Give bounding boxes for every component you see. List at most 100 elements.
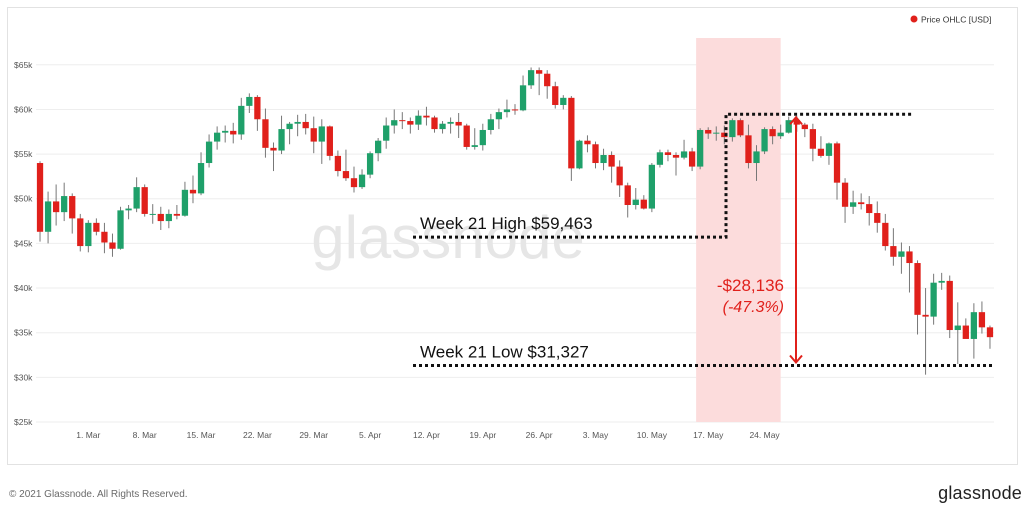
- candle-body: [302, 121, 309, 129]
- candle-body: [970, 312, 978, 339]
- legend[interactable]: Price OHLC [USD]: [910, 15, 992, 25]
- candle-body: [77, 218, 84, 247]
- candle-body: [753, 151, 760, 164]
- y-tick-label: $25k: [14, 417, 33, 427]
- candle-body: [383, 125, 390, 141]
- x-tick-label: 24. May: [749, 430, 780, 440]
- candle-body: [938, 280, 945, 283]
- candle-body: [487, 119, 494, 130]
- legend-label: Price OHLC [USD]: [921, 15, 991, 25]
- change-value-label: -$28,136: [717, 276, 784, 295]
- candle-body: [342, 171, 350, 179]
- candle-body: [713, 132, 720, 134]
- candle-body: [246, 96, 253, 106]
- copyright-text: © 2021 Glassnode. All Rights Reserved.: [9, 489, 188, 500]
- x-tick-label: 19. Apr: [469, 430, 496, 440]
- candle-body: [326, 126, 333, 156]
- x-tick-label: 3. May: [583, 430, 609, 440]
- candle-body: [117, 210, 124, 249]
- candle-body: [375, 140, 382, 154]
- candle-body: [777, 132, 784, 137]
- change-percent-label: (-47.3%): [723, 299, 784, 316]
- candle-body: [93, 222, 100, 232]
- candle-body: [157, 213, 164, 222]
- candle-body: [648, 164, 655, 209]
- candle-body: [447, 121, 454, 124]
- candle-body: [61, 196, 68, 213]
- candle-body: [230, 130, 237, 135]
- candle-body: [809, 129, 817, 149]
- candle-body: [133, 187, 140, 209]
- candle-body: [817, 148, 825, 156]
- candle-body: [946, 280, 953, 331]
- candle-body: [197, 163, 205, 194]
- y-tick-label: $40k: [14, 283, 33, 293]
- candle-body: [640, 199, 647, 209]
- candle-body: [407, 121, 414, 125]
- candle-body: [222, 130, 229, 133]
- candle-body: [576, 140, 583, 169]
- x-tick-label: 12. Apr: [413, 430, 440, 440]
- candle-body: [318, 126, 325, 142]
- candle-body: [632, 199, 639, 205]
- candle-body: [286, 123, 293, 130]
- candle-body: [978, 312, 986, 328]
- candle-body: [165, 213, 172, 222]
- x-tick-label: 8. Mar: [133, 430, 157, 440]
- candle-body: [431, 117, 438, 130]
- candle-body: [882, 222, 889, 247]
- candle-body: [69, 196, 76, 219]
- y-tick-label: $55k: [14, 149, 33, 159]
- candle-body: [495, 112, 503, 120]
- week-21-high-label: Week 21 High $59,463: [420, 214, 593, 233]
- x-tick-label: 15. Mar: [187, 430, 216, 440]
- candle-body: [181, 189, 189, 216]
- arrow-head-top: [789, 115, 803, 125]
- candle-body: [423, 115, 430, 118]
- candle-body: [455, 121, 462, 126]
- candle-body: [471, 145, 478, 147]
- candle-body: [866, 204, 873, 214]
- candle-body: [858, 202, 865, 205]
- candle-body: [479, 129, 486, 146]
- candle-body: [391, 120, 398, 126]
- candle-body: [688, 151, 696, 167]
- candle-body: [729, 120, 736, 138]
- candlesticks: [36, 67, 994, 375]
- y-tick-label: $30k: [14, 372, 33, 382]
- candle-body: [334, 155, 342, 172]
- chart-frame: glassnode $25k $30k $35k $40k $45k $50k $55k $6…: [7, 7, 1018, 465]
- price-chart: glassnode $25k$30k$35k$40k$45k$50k$55k$6…: [14, 15, 994, 440]
- y-tick-label: $35k: [14, 328, 33, 338]
- week-21-high-line: [413, 112, 913, 239]
- week-21-highlight-band: [696, 38, 781, 422]
- y-tick-label: $50k: [14, 194, 33, 204]
- candle-body: [238, 105, 245, 135]
- candle-body: [141, 187, 148, 214]
- candle-body: [149, 213, 156, 215]
- candle-body: [262, 119, 269, 148]
- candle-body: [825, 143, 833, 156]
- candle-body: [954, 325, 961, 331]
- arrow-head-bottom: [789, 354, 803, 365]
- candle-body: [769, 129, 776, 137]
- candle-body: [85, 222, 92, 247]
- candle-body: [874, 213, 881, 223]
- candle-body: [511, 109, 519, 111]
- candle-body: [785, 120, 792, 133]
- candle-body: [600, 154, 607, 164]
- y-tick-label: $60k: [14, 104, 33, 114]
- candle-body: [527, 70, 535, 86]
- x-tick-label: 1. Mar: [76, 430, 100, 440]
- candle-body: [801, 124, 808, 130]
- candle-body: [544, 73, 551, 87]
- candle-body: [173, 213, 181, 216]
- x-tick-label: 17. May: [693, 430, 724, 440]
- candle-body: [278, 129, 285, 151]
- candle-body: [672, 154, 680, 158]
- week-21-low-label: Week 21 Low $31,327: [420, 342, 589, 361]
- candle-body: [761, 129, 768, 152]
- candle-body: [366, 153, 374, 175]
- candle-body: [552, 86, 559, 105]
- candle-body: [721, 132, 728, 138]
